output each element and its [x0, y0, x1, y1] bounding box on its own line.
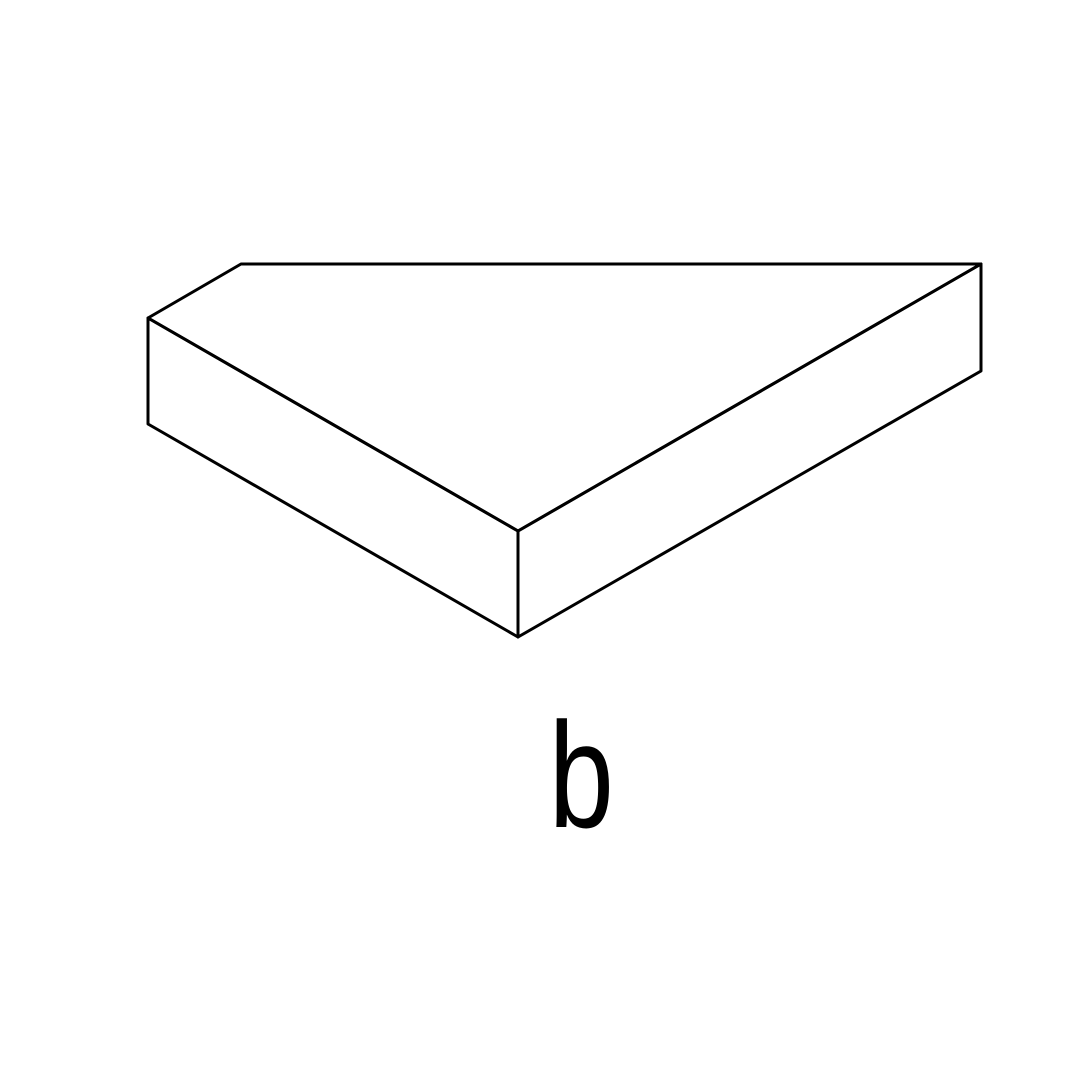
top-face — [146, 262, 983, 533]
figure-label: b — [548, 691, 614, 859]
right-side-face — [516, 262, 983, 639]
left-side-face — [146, 316, 520, 639]
prism-edges — [146, 262, 983, 639]
